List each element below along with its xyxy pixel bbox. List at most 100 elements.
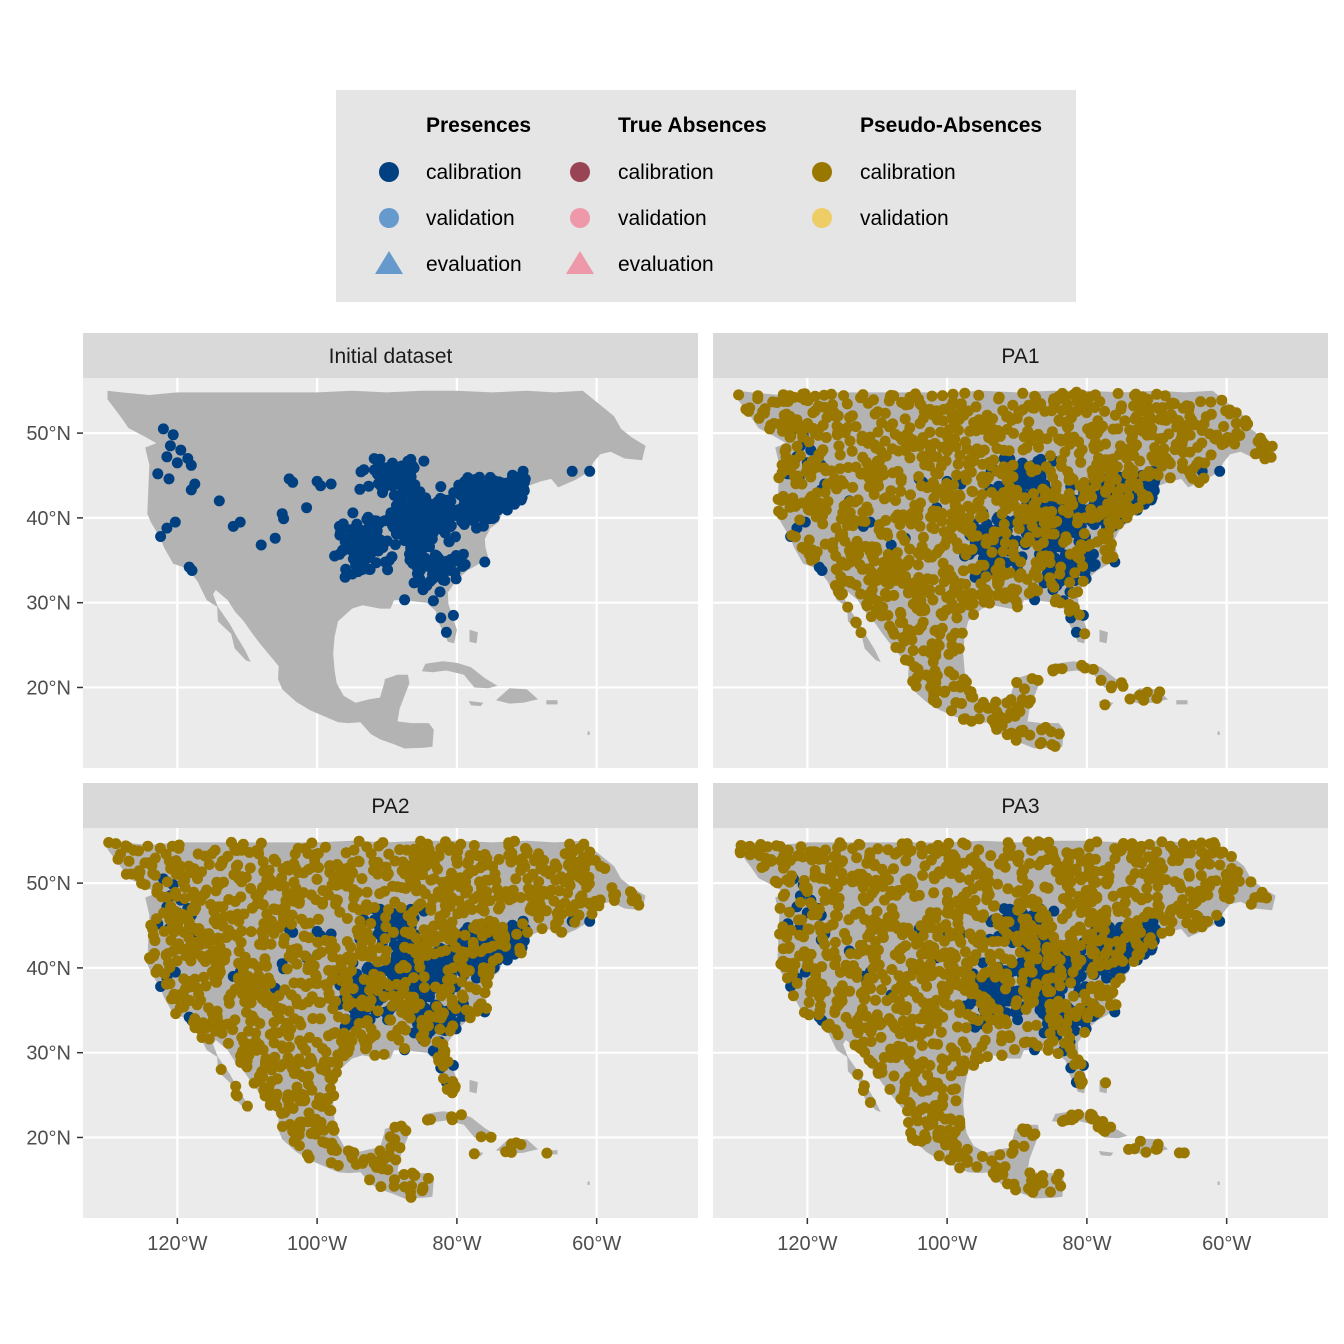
point-pseudo-absence-calibration [805,554,817,566]
point-pseudo-absence-calibration [384,1150,395,1162]
point-pseudo-absence-calibration [446,1111,457,1123]
point-pseudo-absence-calibration [1011,601,1023,613]
legend-label: validation [618,207,707,230]
point-pseudo-absence-calibration [919,459,931,471]
point-pseudo-absence-calibration [927,574,939,586]
point-presence-calibration [487,513,498,524]
point-pseudo-absence-calibration [321,981,333,993]
point-pseudo-absence-calibration [820,432,832,443]
point-pseudo-absence-calibration [562,887,573,899]
point-presence-calibration [566,465,578,477]
point-pseudo-absence-calibration [871,462,883,474]
point-presence-calibration [161,522,173,534]
point-pseudo-absence-calibration [326,879,338,891]
point-pseudo-absence-calibration [311,978,323,990]
point-pseudo-absence-calibration [932,638,944,650]
point-pseudo-absence-calibration [968,453,980,465]
point-pseudo-absence-calibration [980,571,992,583]
legend-key-circle [379,208,399,228]
point-pseudo-absence-calibration [439,900,451,911]
point-pseudo-absence-calibration [279,1107,291,1118]
point-pseudo-absence-calibration [206,966,218,978]
point-pseudo-absence-calibration [1055,493,1067,505]
point-pseudo-absence-calibration [960,578,972,590]
point-pseudo-absence-calibration [1094,396,1106,407]
point-pseudo-absence-calibration [452,908,464,920]
point-pseudo-absence-calibration [453,953,464,965]
point-pseudo-absence-calibration [788,391,800,403]
point-pseudo-absence-calibration [890,495,902,506]
point-pseudo-absence-calibration [1156,460,1168,472]
point-presence-calibration [459,559,471,570]
point-pseudo-absence-calibration [944,401,956,413]
point-presence-calibration [164,440,176,452]
point-presence-calibration [417,542,429,554]
point-pseudo-absence-calibration [413,945,424,957]
point-pseudo-absence-calibration [1030,564,1042,576]
legend-key-triangle [566,251,594,274]
point-pseudo-absence-calibration [771,397,783,408]
point-pseudo-absence-calibration [1075,544,1087,556]
point-pseudo-absence-calibration [330,894,342,906]
point-pseudo-absence-calibration [816,446,827,458]
point-pseudo-absence-calibration [813,504,825,516]
point-pseudo-absence-calibration [447,962,459,974]
point-pseudo-absence-calibration [394,1142,406,1154]
point-pseudo-absence-calibration [386,990,398,1002]
point-pseudo-absence-calibration [163,855,175,867]
point-pseudo-absence-calibration [1085,428,1097,440]
point-pseudo-absence-calibration [445,841,457,853]
point-pseudo-absence-calibration [190,982,202,994]
point-pseudo-absence-calibration [540,905,552,917]
point-pseudo-absence-calibration [902,626,914,638]
point-pseudo-absence-calibration [430,1011,442,1023]
point-pseudo-absence-calibration [236,1031,248,1043]
point-pseudo-absence-calibration [391,978,403,990]
point-pseudo-absence-calibration [1151,388,1163,400]
point-pseudo-absence-calibration [1222,432,1234,443]
point-presence-calibration [407,509,419,521]
point-pseudo-absence-calibration [227,913,238,925]
point-pseudo-absence-calibration [1007,459,1019,471]
point-pseudo-absence-calibration [244,862,256,874]
point-presence-calibration [462,472,474,484]
pseudo-absence-points [733,386,1278,752]
point-pseudo-absence-calibration [913,471,925,483]
point-pseudo-absence-calibration [891,556,903,568]
point-pseudo-absence-calibration [1040,520,1052,531]
point-pseudo-absence-calibration [203,1002,215,1014]
point-presence-calibration [414,565,426,577]
point-pseudo-absence-calibration [441,986,453,998]
point-pseudo-absence-calibration [1130,411,1142,422]
point-pseudo-absence-calibration [227,1024,239,1036]
point-pseudo-absence-calibration [894,617,906,628]
point-pseudo-absence-calibration [1159,390,1171,402]
point-pseudo-absence-calibration [1129,425,1141,436]
point-pseudo-absence-calibration [866,541,878,553]
point-pseudo-absence-calibration [917,531,929,543]
point-pseudo-absence-calibration [338,1037,350,1049]
point-pseudo-absence-calibration [215,1064,227,1075]
facet-strip [83,333,698,378]
point-pseudo-absence-calibration [494,938,506,950]
point-pseudo-absence-calibration [1184,411,1196,423]
point-pseudo-absence-calibration [326,1120,338,1132]
point-pseudo-absence-calibration [1009,706,1021,718]
point-presence-calibration [435,493,447,505]
point-pseudo-absence-calibration [1026,466,1038,478]
point-pseudo-absence-calibration [1099,405,1111,417]
point-pseudo-absence-calibration [998,499,1010,511]
point-pseudo-absence-calibration [1164,472,1176,484]
point-pseudo-absence-calibration [1040,550,1052,562]
point-pseudo-absence-calibration [948,681,960,692]
point-pseudo-absence-calibration [535,863,547,875]
point-pseudo-absence-calibration [850,421,862,433]
point-pseudo-absence-calibration [254,1070,265,1082]
point-pseudo-absence-calibration [203,859,215,870]
point-pseudo-absence-calibration [123,855,135,867]
point-pseudo-absence-calibration [1092,415,1104,427]
point-pseudo-absence-calibration [784,461,796,473]
point-pseudo-absence-calibration [186,903,198,915]
point-pseudo-absence-calibration [896,434,908,446]
point-pseudo-absence-calibration [1071,395,1083,407]
